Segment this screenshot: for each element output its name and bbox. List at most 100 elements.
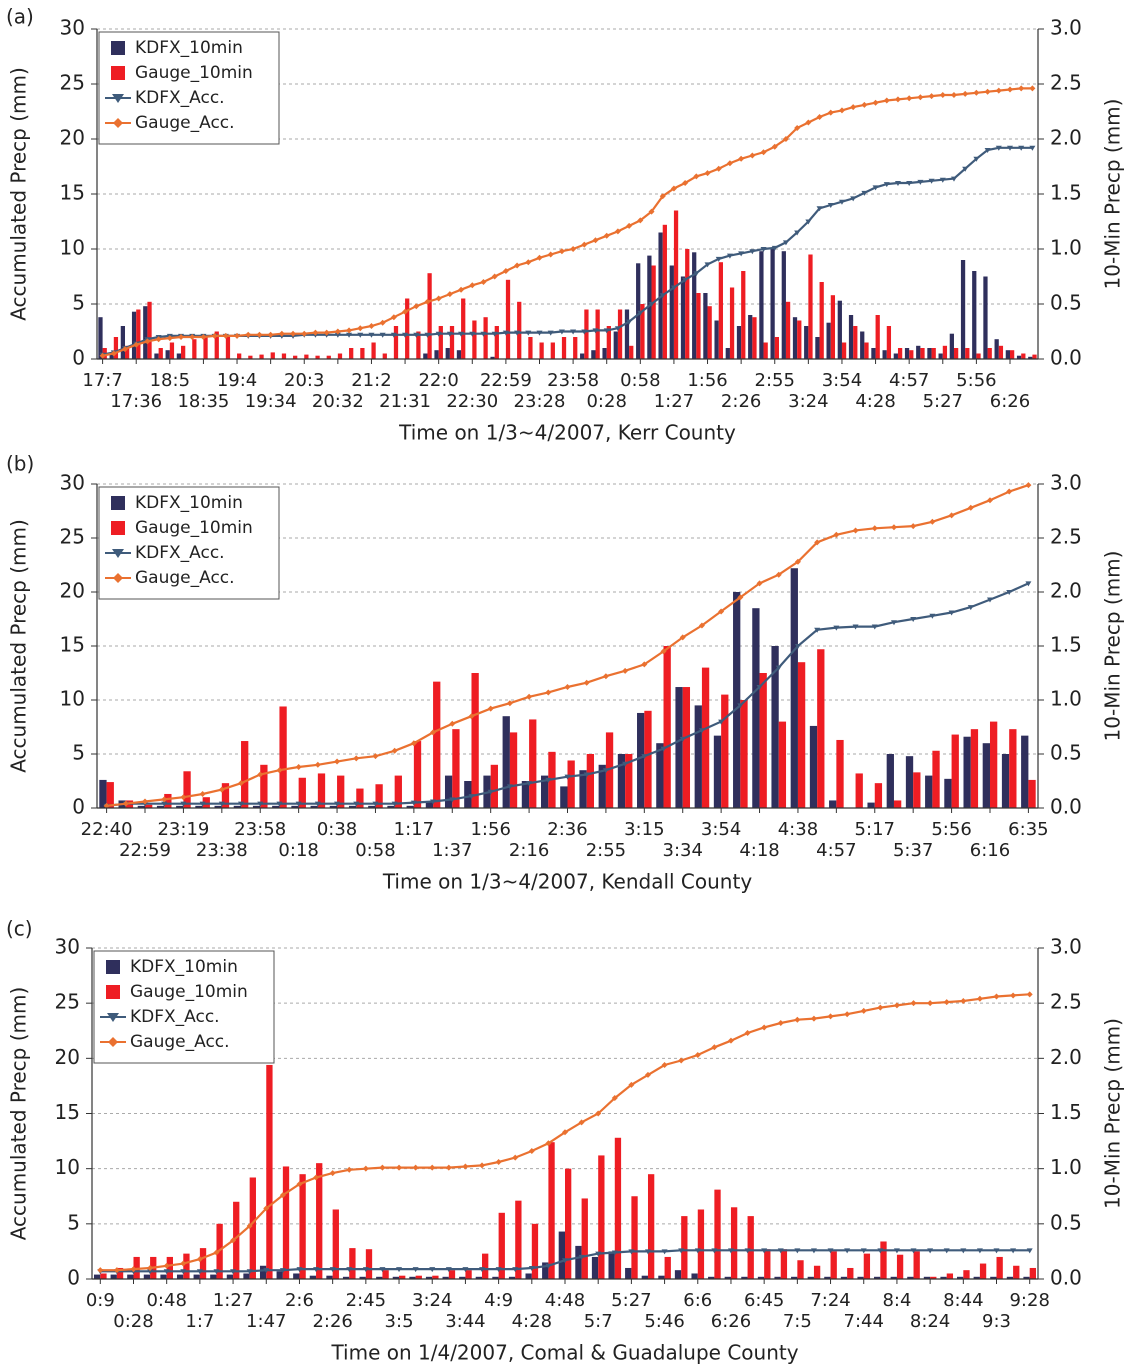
bar	[337, 775, 345, 808]
line-marker	[196, 1269, 203, 1275]
legend-swatch	[111, 521, 125, 535]
bar	[375, 784, 383, 808]
bar	[472, 320, 477, 359]
bar	[508, 1276, 516, 1279]
line-marker	[502, 330, 509, 336]
line-marker	[939, 92, 946, 98]
line-marker	[234, 332, 241, 339]
x-tick-label: 4:38	[778, 819, 818, 840]
line-marker	[794, 1248, 801, 1254]
bar	[644, 710, 652, 808]
line-marker	[814, 627, 821, 633]
bar	[580, 353, 585, 359]
line-marker	[263, 1268, 270, 1274]
bar	[694, 705, 702, 808]
legend-label: Gauge_Acc.	[135, 568, 235, 588]
line-marker	[698, 622, 705, 629]
bar	[237, 353, 242, 359]
bar	[260, 764, 268, 808]
line-marker	[628, 1249, 635, 1255]
line-marker	[346, 1166, 353, 1173]
bar	[282, 1166, 290, 1279]
bar	[752, 608, 760, 808]
bar	[641, 1275, 648, 1279]
legend-marker	[108, 1037, 118, 1047]
line-marker	[794, 125, 801, 131]
line-marker	[313, 1267, 320, 1273]
bar	[337, 353, 343, 359]
bar	[855, 773, 863, 808]
bar	[409, 1276, 416, 1279]
line-marker	[872, 185, 879, 191]
line-marker	[545, 689, 552, 696]
line-marker	[756, 580, 763, 587]
bar	[145, 804, 153, 808]
bar	[310, 805, 318, 808]
x-tick-label: 4:57	[889, 370, 929, 391]
bar	[674, 1270, 682, 1279]
line-marker	[526, 781, 533, 787]
line-marker	[1018, 145, 1025, 151]
line-marker	[816, 114, 823, 120]
line-marker	[329, 1170, 336, 1177]
line-marker	[562, 1258, 568, 1264]
line-marker	[628, 1081, 635, 1088]
bar	[359, 1276, 366, 1279]
bar	[874, 783, 883, 808]
y2-tick-label: 1.0	[1050, 1155, 1082, 1179]
legend-box	[98, 31, 280, 145]
line-marker	[103, 802, 110, 809]
bar	[925, 775, 933, 808]
bar	[631, 1196, 638, 1279]
line-marker	[679, 634, 686, 641]
x-tick-label: 17:7	[82, 370, 122, 391]
x-tick-label: 2:55	[586, 840, 626, 861]
bar	[317, 773, 326, 808]
line-marker	[626, 319, 633, 325]
x-tick-label: 1:17	[394, 819, 434, 840]
bar	[696, 293, 701, 359]
bar	[923, 1276, 931, 1279]
bar	[183, 771, 191, 808]
line-marker	[263, 1205, 270, 1212]
line-marker	[412, 1164, 419, 1171]
line-marker	[480, 279, 487, 285]
y2-tick-label: 0.0	[1050, 795, 1082, 819]
line-marker	[506, 784, 513, 790]
line-marker	[761, 1248, 768, 1254]
bar	[483, 317, 488, 359]
bar	[797, 662, 806, 808]
bar	[819, 282, 824, 359]
line-marker	[362, 1267, 369, 1273]
panel: (c)0510152025300.00.51.01.52.02.53.00:90…	[6, 917, 1125, 1365]
bar	[640, 304, 645, 359]
x-tick-label: 3:54	[822, 370, 862, 391]
y2-tick-label: 2.0	[1050, 1045, 1082, 1069]
x-tick-label: 8:4	[882, 1290, 911, 1311]
bar	[293, 355, 298, 359]
bar	[249, 1177, 256, 1279]
bar	[791, 1276, 798, 1279]
y2-axis-title: 10-Min Precp (mm)	[1101, 1018, 1125, 1209]
line-marker	[718, 608, 725, 615]
bar	[298, 777, 306, 808]
line-marker	[301, 330, 308, 337]
y2-tick-label: 2.5	[1050, 525, 1082, 549]
x-tick-label: 2:16	[509, 840, 549, 861]
bar	[515, 1200, 522, 1279]
y2-tick-label: 2.0	[1050, 126, 1082, 150]
bar	[348, 805, 357, 808]
line-marker	[180, 1269, 187, 1275]
line-marker	[199, 790, 206, 797]
line-marker	[144, 338, 151, 345]
x-tick-label: 6:6	[683, 1290, 712, 1311]
bar	[1021, 735, 1029, 808]
bar	[617, 754, 626, 808]
line-marker	[506, 700, 513, 707]
line-marker	[222, 332, 229, 339]
bar	[904, 348, 910, 359]
bar	[871, 348, 876, 359]
line-marker	[1018, 85, 1025, 92]
bar	[444, 775, 453, 808]
